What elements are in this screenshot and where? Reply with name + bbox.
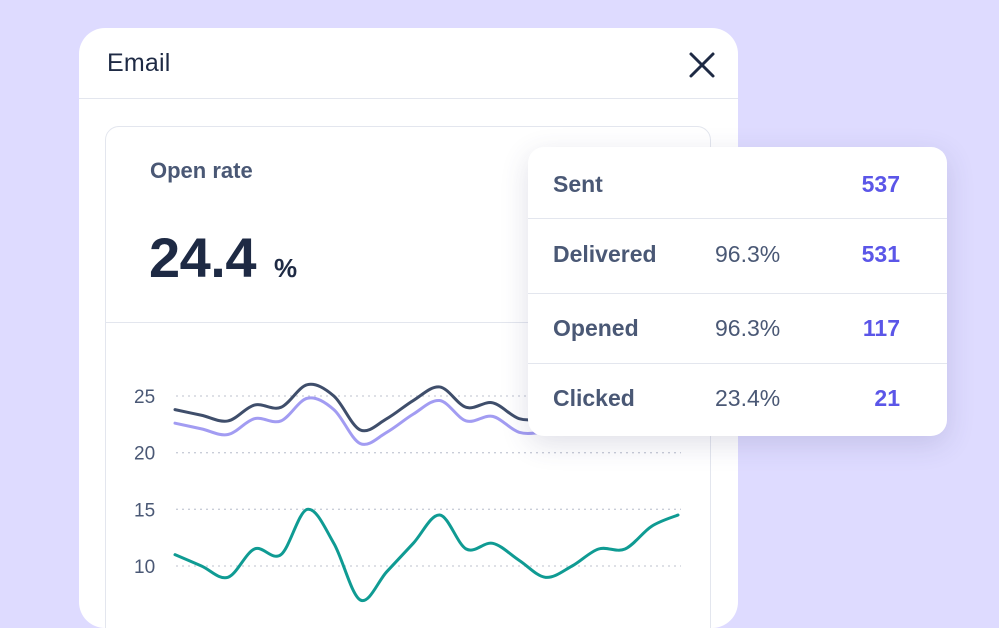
card-divider — [106, 322, 710, 323]
metric-value: 24.4 — [149, 226, 257, 289]
stat-percent: 96.3% — [715, 241, 781, 267]
close-button[interactable] — [685, 48, 719, 82]
panel-title: Email — [107, 49, 171, 77]
panel-header: Email — [79, 28, 738, 99]
stat-label: Delivered — [553, 241, 657, 267]
stat-label: Clicked — [553, 385, 635, 411]
y-tick-label: 15 — [134, 500, 155, 521]
stat-count: 531 — [861, 241, 900, 267]
close-icon — [689, 52, 715, 78]
series-line-teal — [173, 507, 680, 603]
metric-unit: % — [274, 253, 298, 283]
stat-row-clicked: Clicked 23.4% 21 — [528, 363, 947, 436]
y-tick-label: 20 — [134, 444, 155, 465]
stat-percent: 96.3% — [715, 315, 781, 341]
stat-label: Opened — [553, 315, 639, 341]
stat-count: 117 — [862, 315, 900, 341]
stat-percent: 23.4% — [715, 385, 781, 411]
stat-row-delivered: Delivered 96.3% 531 — [528, 218, 947, 294]
stat-row-opened: Opened 96.3% 117 — [528, 293, 947, 364]
stats-popover: Sent 537 Delivered 96.3% 531 Opened 96.3% 117 Cl… — [528, 147, 947, 436]
metric-label: Open rate — [150, 158, 253, 183]
stat-count: 21 — [874, 385, 900, 411]
stat-row-sent: Sent 537 — [528, 147, 947, 219]
stat-label: Sent — [553, 171, 603, 197]
y-tick-label: 25 — [134, 387, 155, 408]
stat-count: 537 — [861, 171, 900, 197]
